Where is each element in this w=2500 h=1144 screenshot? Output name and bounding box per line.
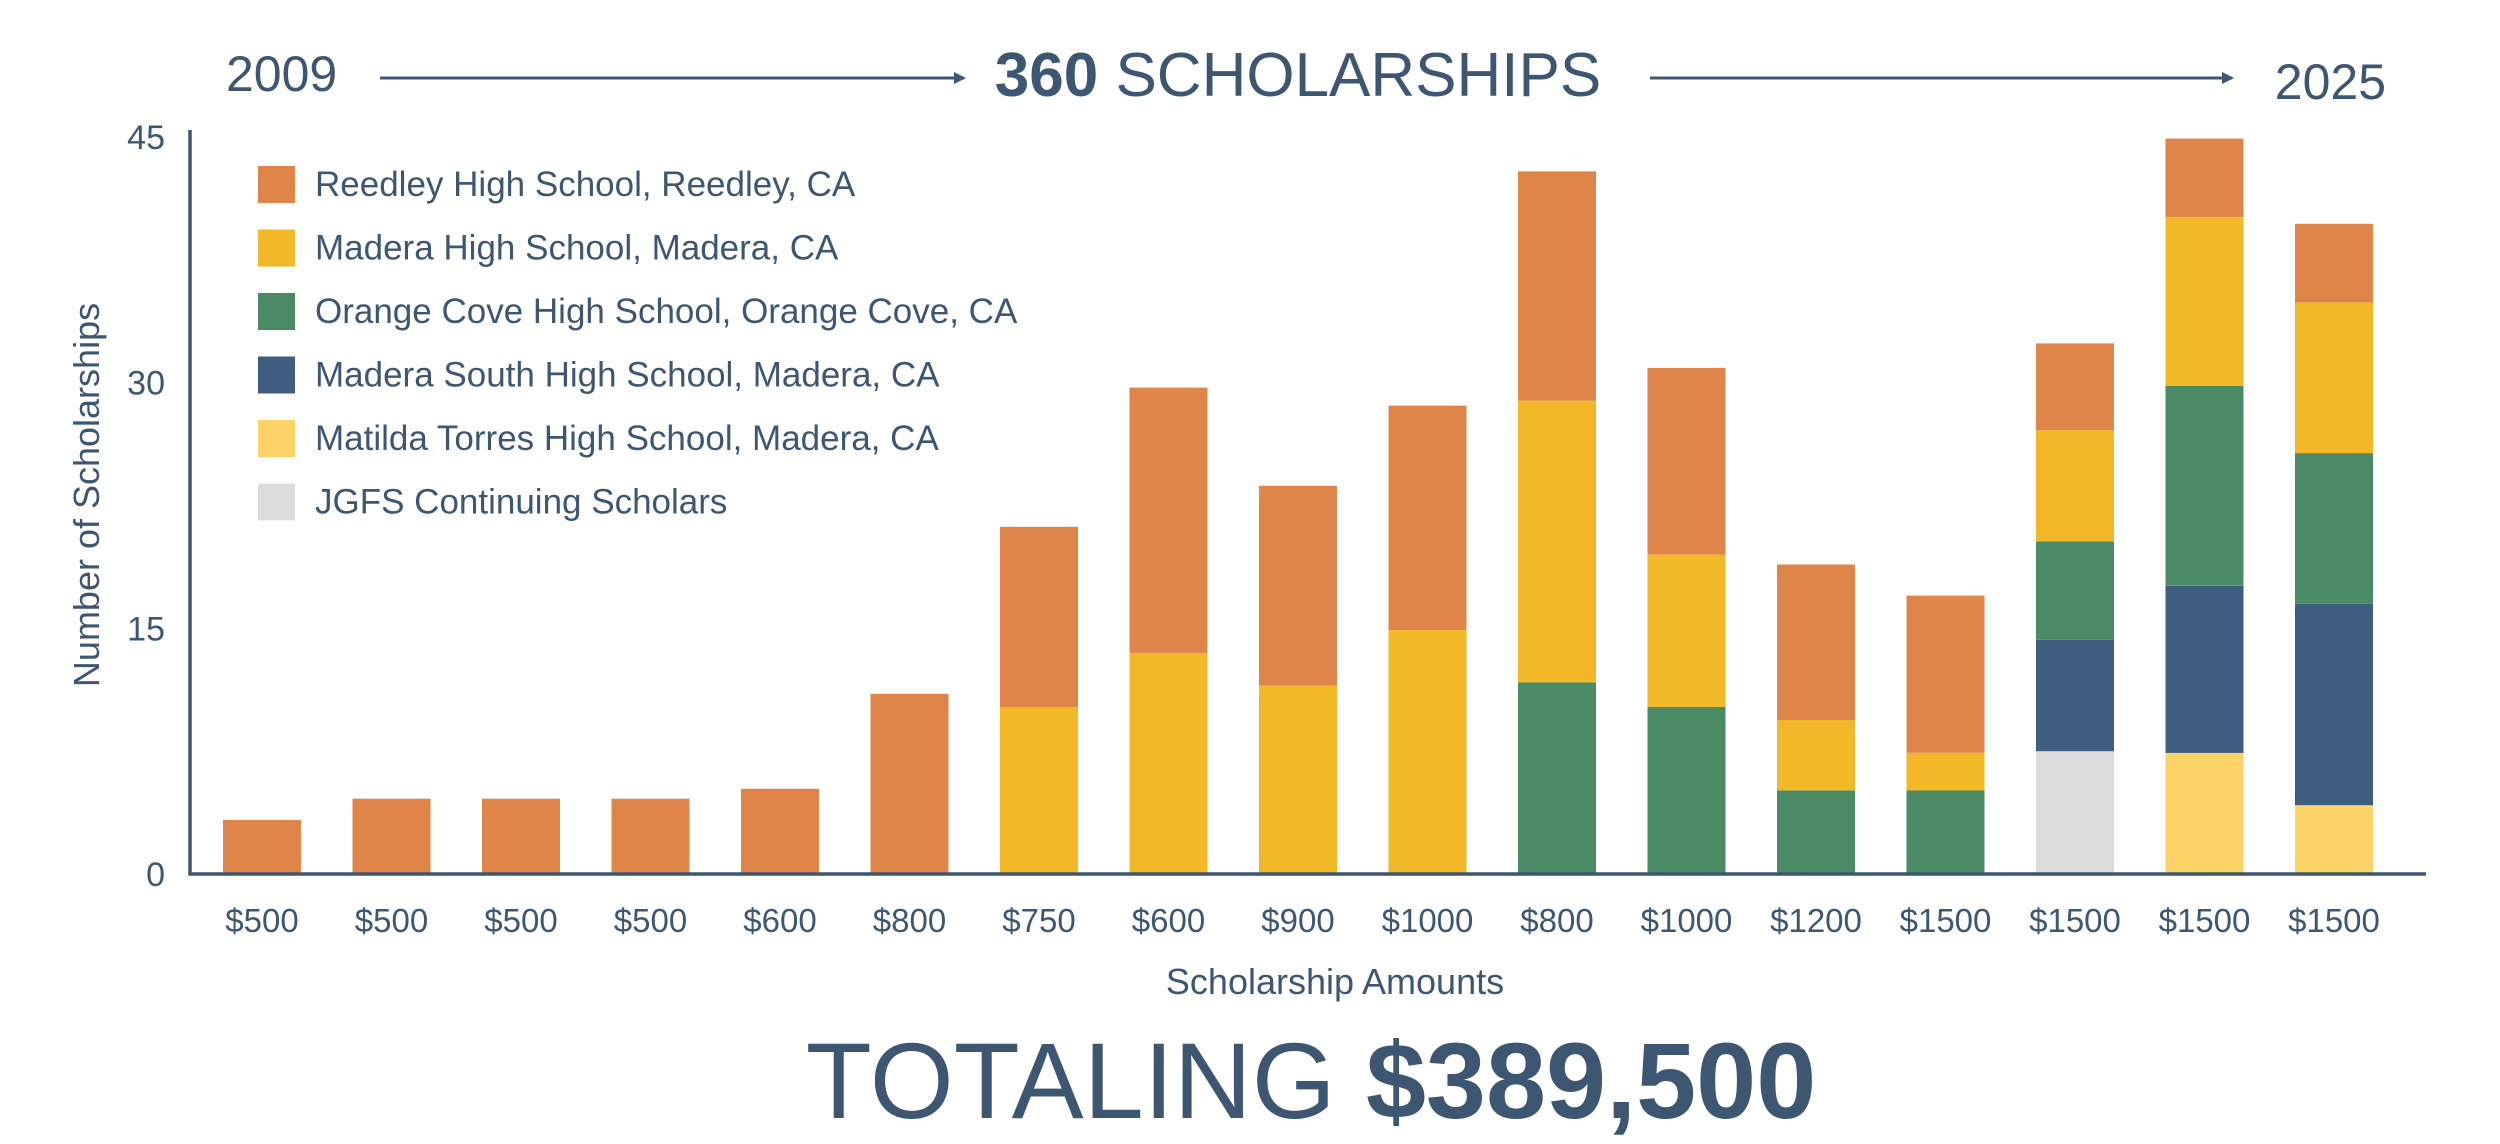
bar-segment [2165, 138, 2244, 218]
x-tick-label: $600 [1132, 902, 1205, 939]
bar-segment [352, 798, 431, 874]
bar-segment [1777, 790, 1855, 874]
bar-segment [2036, 430, 2114, 542]
bar-segment [1388, 630, 1467, 874]
total-label: TOTALING [806, 1020, 1336, 1141]
x-tick-label: $1500 [1900, 902, 1992, 939]
bar-segment [223, 820, 301, 874]
header-title: 360 SCHOLARSHIPS [995, 41, 1602, 110]
bar-segment [1388, 405, 1467, 630]
bar-segment [2165, 585, 2244, 753]
bar-segment [2295, 302, 2373, 454]
start-year: 2009 [226, 46, 337, 102]
bar-segment [1259, 485, 1337, 686]
bar-segment [2295, 603, 2373, 806]
bar-segment [741, 788, 819, 874]
x-tick-label: $800 [1520, 902, 1593, 939]
scholarship-count-label: SCHOLARSHIPS [1115, 41, 1601, 110]
bar-segment [1000, 526, 1078, 707]
y-tick-labels: 0 15 30 45 [127, 119, 165, 894]
x-tick-label: $1500 [2288, 902, 2380, 939]
total-value: $389,500 [1366, 1020, 1816, 1141]
bar-segment [1518, 171, 1596, 401]
legend-label: Madera South High School, Madera, CA [315, 356, 940, 395]
legend-swatch [258, 166, 295, 203]
legend-label: JGFS Continuing Scholars [315, 483, 727, 522]
bar-segment [1647, 706, 1726, 874]
bar-segment [2295, 223, 2373, 303]
x-tick-label: $800 [873, 902, 946, 939]
bar-segment [2295, 805, 2373, 874]
y-tick-label: 45 [127, 119, 165, 157]
x-tick-label: $1500 [2029, 902, 2121, 939]
legend-label: Matilda Torres High School, Madera, CA [315, 419, 939, 458]
x-tick-label: $1000 [1382, 902, 1474, 939]
bar-segment [1129, 652, 1208, 874]
bar-segment [1129, 387, 1208, 653]
x-tick-label: $900 [1261, 902, 1334, 939]
legend-swatch [258, 483, 295, 521]
bar-segment [1000, 706, 1078, 874]
legend-swatch [258, 293, 295, 330]
legend-item: Matilda Torres High School, Madera, CA [258, 419, 939, 458]
bar-segment [1518, 400, 1596, 683]
y-tick-label: 30 [127, 365, 165, 403]
legend: Reedley High School, Reedley, CA Madera H… [258, 165, 1018, 522]
legend-swatch [258, 356, 295, 394]
bar-segment [2036, 541, 2114, 640]
legend-item: Madera High School, Madera, CA [258, 229, 839, 268]
legend-item: Madera South High School, Madera, CA [258, 356, 940, 395]
bar-segment [870, 693, 949, 874]
y-axis-label: Number of Scholarships [66, 303, 107, 687]
x-tick-label: $1000 [1641, 902, 1733, 939]
bar-segment [482, 798, 560, 874]
legend-item: Reedley High School, Reedley, CA [258, 165, 856, 204]
x-tick-labels: $500 $500 $500 $500 $600 $800 $750 $600 $900 $100… [225, 902, 2380, 939]
bar-segment [1777, 720, 1855, 791]
bar-segment [2165, 752, 2244, 874]
x-tick-label: $500 [484, 902, 557, 939]
axes [188, 130, 2426, 876]
bar-segment [1259, 685, 1337, 874]
x-tick-label: $500 [225, 902, 298, 939]
x-tick-label: $500 [614, 902, 687, 939]
legend-label: Reedley High School, Reedley, CA [315, 165, 856, 204]
y-tick-label: 0 [146, 856, 165, 894]
header: 2009 360 SCHOLARSHIPS 2025 [226, 41, 2386, 110]
bar-segment [2165, 217, 2244, 386]
legend-swatch [258, 420, 295, 457]
y-tick-label: 15 [127, 610, 165, 648]
legend-swatch [258, 229, 295, 267]
x-tick-label: $1200 [1770, 902, 1862, 939]
bar-segment [611, 798, 690, 874]
bar-segment [1777, 564, 1855, 721]
bar-segment [1647, 367, 1726, 555]
x-tick-label: $500 [355, 902, 428, 939]
bar-segment [2295, 453, 2373, 604]
bars [223, 138, 2373, 874]
legend-item: JGFS Continuing Scholars [258, 483, 727, 522]
bar-segment [1906, 752, 1985, 791]
x-tick-label: $600 [743, 902, 816, 939]
x-tick-label: $1500 [2159, 902, 2251, 939]
bar-segment [1906, 595, 1985, 753]
total-line: TOTALING $389,500 [806, 1020, 1817, 1141]
bar-segment [1647, 554, 1726, 707]
legend-label: Madera High School, Madera, CA [315, 229, 839, 268]
legend-item: Orange Cove High School, Orange Cove, CA [258, 292, 1018, 331]
bar-segment [1518, 682, 1596, 874]
bar-segment [2165, 385, 2244, 586]
bar-segment [1906, 790, 1985, 874]
end-year: 2025 [2275, 54, 2386, 110]
bar-segment [2036, 639, 2114, 752]
x-axis-label: Scholarship Amounts [1166, 961, 1504, 1002]
bar-segment [2036, 343, 2114, 431]
x-tick-label: $750 [1002, 902, 1075, 939]
legend-label: Orange Cove High School, Orange Cove, CA [315, 292, 1018, 331]
bar-segment [2036, 751, 2114, 874]
scholarship-count: 360 [995, 41, 1098, 110]
